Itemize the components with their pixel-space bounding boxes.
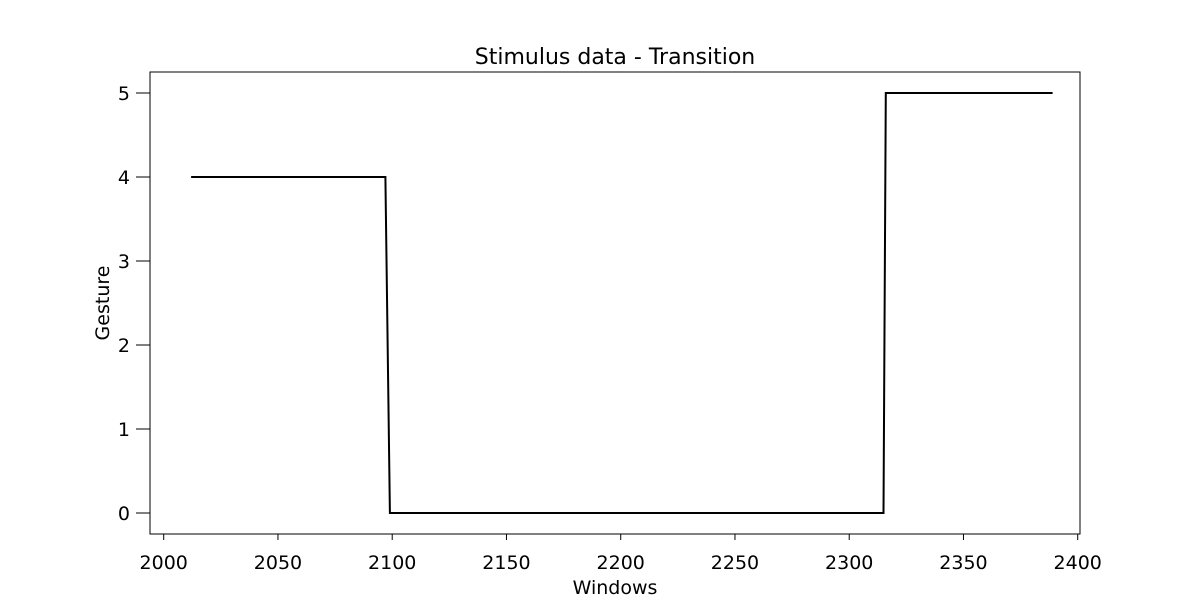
- x-tick-label: 2200: [597, 552, 645, 574]
- y-tick-label: 3: [118, 251, 130, 273]
- x-tick-label: 2050: [254, 552, 302, 574]
- x-tick-label: 2150: [482, 552, 530, 574]
- y-axis-label: Gesture: [92, 266, 114, 341]
- x-tick-label: 2350: [939, 552, 987, 574]
- y-tick-label: 2: [118, 335, 130, 357]
- plot-frame: [149, 71, 1081, 535]
- x-axis-label: Windows: [573, 577, 658, 599]
- x-tick-label: 2250: [711, 552, 759, 574]
- series-line: [191, 92, 1053, 514]
- y-tick-label: 5: [118, 83, 130, 105]
- x-tick-label: 2100: [368, 552, 416, 574]
- x-tick-label: 2300: [825, 552, 873, 574]
- series-layer: [191, 92, 1053, 514]
- chart-title: Stimulus data - Transition: [475, 45, 755, 70]
- y-tick-label: 0: [118, 503, 130, 525]
- y-tick-label: 4: [118, 167, 130, 189]
- x-tick-label: 2400: [1054, 552, 1102, 574]
- y-axis: 0 1 2 3 4 5: [118, 83, 150, 525]
- x-tick-label: 2000: [140, 552, 188, 574]
- x-axis: 2000 2050 2100 2150 2200 2250 2300 2350 2400: [140, 534, 1102, 574]
- y-tick-label: 1: [118, 419, 130, 441]
